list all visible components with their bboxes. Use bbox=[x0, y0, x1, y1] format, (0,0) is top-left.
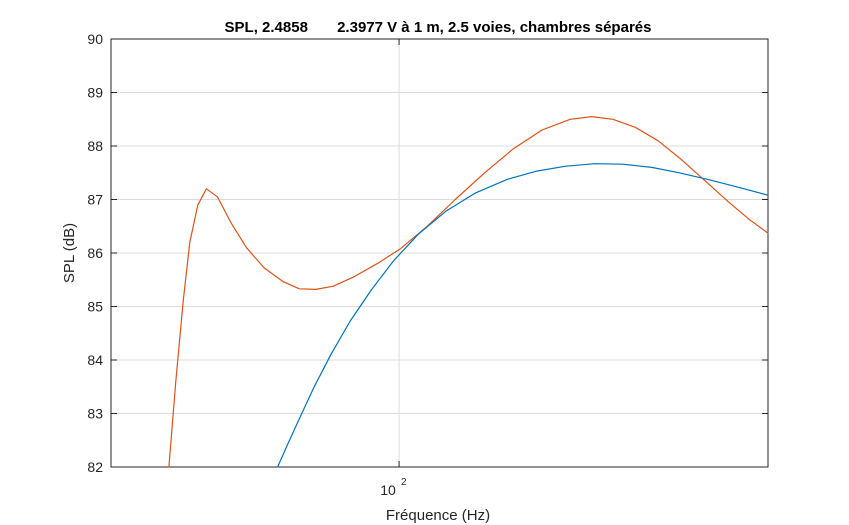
y-tick-label: 86 bbox=[87, 245, 103, 261]
grid bbox=[111, 38, 768, 468]
y-tick-label: 84 bbox=[87, 352, 103, 368]
y-tick-label: 83 bbox=[87, 406, 103, 422]
y-tick-label: 89 bbox=[87, 85, 103, 101]
series-group bbox=[168, 115, 769, 468]
x-tick-label: 10 2 bbox=[380, 477, 407, 498]
x-axis-label: Fréquence (Hz) bbox=[386, 507, 490, 524]
series-line-1 bbox=[168, 115, 769, 468]
y-tick-label: 90 bbox=[87, 31, 103, 47]
y-axis-label: SPL (dB) bbox=[61, 223, 78, 283]
y-tick-label: 82 bbox=[87, 459, 103, 475]
y-tick-label: 88 bbox=[87, 138, 103, 154]
y-tick-label: 87 bbox=[87, 192, 103, 208]
x-tick-label-base: 10 bbox=[380, 482, 396, 498]
y-tick-label: 85 bbox=[87, 299, 103, 315]
series-line-2 bbox=[277, 163, 769, 468]
x-tick-label-exponent: 2 bbox=[401, 477, 407, 488]
ticks-group bbox=[111, 38, 768, 468]
chart-title: SPL, 2.4858 2.3977 V à 1 m, 2.5 voies, c… bbox=[225, 19, 652, 36]
y-tick-labels: 82 83 84 85 86 87 88 89 90 bbox=[87, 31, 103, 475]
